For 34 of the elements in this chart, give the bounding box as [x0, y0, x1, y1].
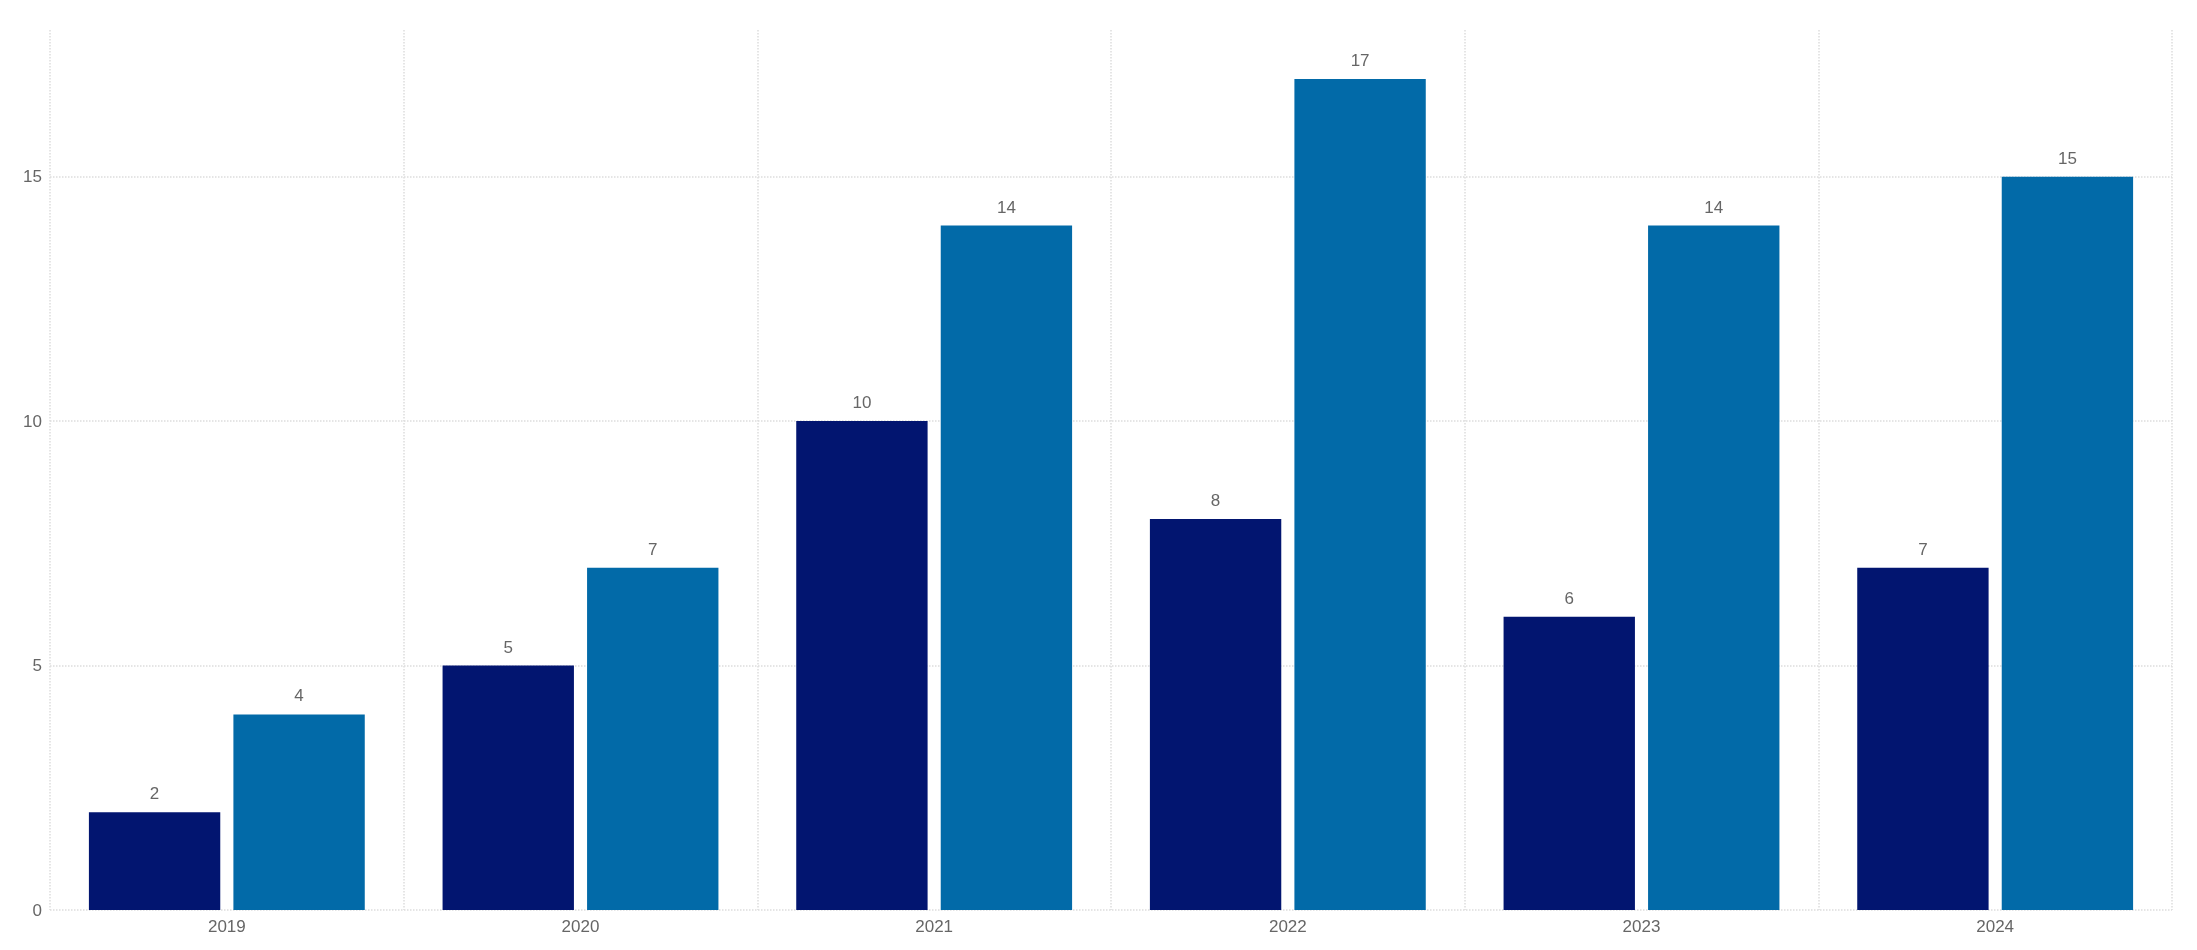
bar — [1503, 616, 1635, 910]
data-label: 2 — [149, 784, 160, 804]
data-label: 4 — [294, 686, 304, 706]
x-tick-label: 2023 — [1622, 917, 1661, 936]
bar — [233, 714, 365, 910]
x-tick-label: 2022 — [1268, 917, 1307, 936]
data-label: 15 — [2057, 148, 2077, 168]
y-tick-label: 5 — [32, 656, 42, 676]
data-label: 10 — [852, 393, 872, 413]
bar — [442, 665, 574, 910]
data-label: 6 — [1564, 588, 1574, 608]
data-label: 7 — [648, 539, 658, 559]
bar — [940, 225, 1073, 910]
data-label: 5 — [503, 637, 513, 657]
bar — [2001, 176, 2134, 910]
y-tick-label: 15 — [23, 167, 42, 187]
bar — [1857, 567, 1989, 910]
x-tick-label: 2020 — [561, 917, 600, 936]
data-label: 8 — [1210, 490, 1221, 510]
x-tick-label: 2019 — [207, 917, 246, 936]
data-label: 17 — [1350, 50, 1370, 70]
x-tick-label: 2021 — [915, 917, 954, 936]
bar — [88, 812, 221, 910]
bar — [587, 567, 719, 910]
data-label: 7 — [1918, 539, 1928, 559]
bar — [1648, 225, 1780, 910]
data-label: 14 — [996, 197, 1016, 217]
data-label: 14 — [1704, 197, 1724, 217]
x-tick-label: 2024 — [1976, 917, 2015, 936]
y-tick-label: 0 — [32, 900, 42, 920]
bar — [1294, 78, 1426, 910]
y-tick-label: 10 — [23, 411, 42, 431]
bar — [796, 421, 928, 910]
bar — [1149, 518, 1282, 910]
